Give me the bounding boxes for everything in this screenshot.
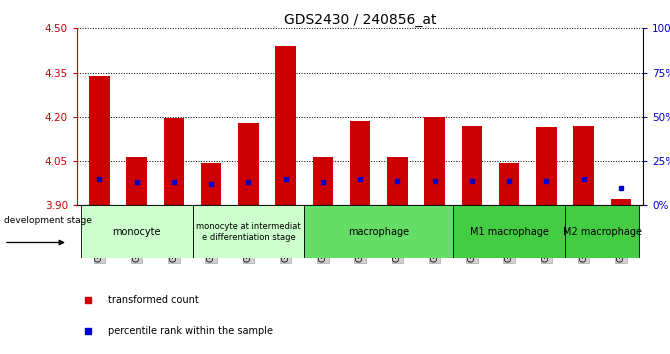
Bar bbox=[275, 46, 296, 205]
Bar bbox=[313, 156, 333, 205]
Title: GDS2430 / 240856_at: GDS2430 / 240856_at bbox=[284, 13, 436, 27]
Bar bbox=[462, 126, 482, 205]
Bar bbox=[424, 117, 445, 205]
Text: M2 macrophage: M2 macrophage bbox=[563, 227, 642, 237]
Text: macrophage: macrophage bbox=[348, 227, 409, 237]
Bar bbox=[565, 205, 639, 258]
Text: monocyte: monocyte bbox=[113, 227, 161, 237]
Bar bbox=[453, 205, 565, 258]
Bar bbox=[201, 162, 221, 205]
Bar bbox=[610, 199, 631, 205]
Bar bbox=[304, 205, 453, 258]
Bar bbox=[574, 126, 594, 205]
Text: monocyte at intermediat
e differentiation stage: monocyte at intermediat e differentiatio… bbox=[196, 222, 301, 241]
Text: transformed count: transformed count bbox=[108, 295, 199, 305]
Bar bbox=[127, 156, 147, 205]
Bar bbox=[536, 127, 557, 205]
Text: development stage: development stage bbox=[4, 216, 92, 225]
Text: M1 macrophage: M1 macrophage bbox=[470, 227, 549, 237]
Bar bbox=[163, 118, 184, 205]
Bar bbox=[499, 162, 519, 205]
Bar bbox=[192, 205, 304, 258]
Bar bbox=[89, 75, 110, 205]
Text: percentile rank within the sample: percentile rank within the sample bbox=[108, 326, 273, 336]
Bar bbox=[350, 121, 371, 205]
Bar bbox=[238, 123, 259, 205]
Bar bbox=[81, 205, 192, 258]
Bar bbox=[387, 156, 407, 205]
